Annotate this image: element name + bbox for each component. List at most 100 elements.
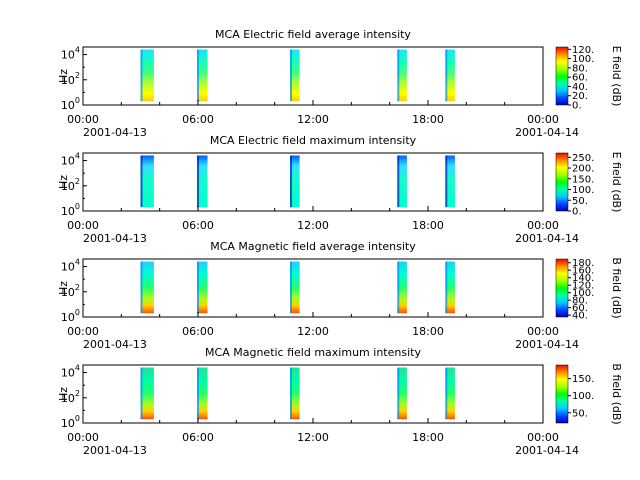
colorbar-tick-label: 250.: [572, 153, 594, 164]
x-tick-label: 00:00: [67, 113, 99, 126]
colorbar: [555, 46, 569, 106]
y-tick-label: 104: [61, 46, 80, 62]
x-tick-label: 12:00: [297, 431, 329, 444]
spectrogram-block: [140, 261, 154, 314]
y-tick-label: 102: [61, 283, 80, 299]
spectrogram-edge: [445, 155, 448, 208]
panel-e-field-average: MCA Electric field average intensity 100 1…: [57, 28, 623, 139]
x-tick-label: 18:00: [412, 113, 444, 126]
spectrogram-edge: [290, 155, 292, 208]
x-tick-label: 12:00: [297, 219, 329, 232]
spectrogram-edge: [140, 49, 143, 102]
spectrogram-block: [290, 155, 300, 208]
x-date-end: 2001-04-14: [515, 232, 579, 245]
y-tick-label: 100: [61, 96, 80, 112]
colorbar-label: B field (dB): [610, 257, 623, 318]
x-tick-label: 06:00: [182, 325, 214, 338]
x-tick-label: 00:00: [67, 431, 99, 444]
x-tick-label: 12:00: [297, 325, 329, 338]
colorbar-label: E field (dB): [610, 46, 623, 107]
spectrogram-block: [397, 261, 407, 314]
x-date-start: 2001-04-13: [83, 338, 147, 351]
colorbar-tick-label: 140.: [572, 273, 594, 284]
x-date-end: 2001-04-14: [515, 126, 579, 139]
x-tick-label: 00:00: [67, 325, 99, 338]
colorbar-tick-label: 160.: [572, 266, 594, 277]
spectrogram-block: [290, 367, 300, 420]
spectrogram-edge: [397, 261, 400, 314]
panel-e-field-maximum: MCA Electric field maximum intensity 100 1…: [57, 134, 623, 245]
y-tick-label: 102: [61, 389, 80, 405]
x-date-start: 2001-04-13: [83, 126, 147, 139]
spectrogram-block: [290, 261, 300, 314]
spectrogram-block: [140, 49, 154, 102]
y-tick-label: 100: [61, 414, 80, 430]
colorbar-tick-label: 20.: [572, 91, 588, 102]
y-tick-label: 100: [61, 308, 80, 324]
spectrogram-edge: [397, 367, 400, 420]
y-tick-label: 100: [61, 202, 80, 218]
panel-title: MCA Electric field maximum intensity: [210, 134, 417, 147]
x-tick-label: 06:00: [182, 113, 214, 126]
spectrogram-edge: [140, 155, 143, 208]
x-date-end: 2001-04-14: [515, 444, 579, 457]
x-date-start: 2001-04-13: [83, 232, 147, 245]
spectrogram-edge: [197, 49, 199, 102]
spectrogram-block: [397, 49, 407, 102]
spectrogram-edge: [197, 261, 199, 314]
spectrogram-block: [290, 49, 300, 102]
spectrogram-block: [445, 49, 455, 102]
spectrogram-block: [140, 367, 154, 420]
spectrogram-edge: [397, 49, 400, 102]
panel-b-field-maximum: MCA Magnetic field maximum intensity 100 1…: [57, 346, 623, 457]
spectrogram-edge: [290, 367, 292, 420]
x-tick-label: 12:00: [297, 113, 329, 126]
colorbar: [555, 364, 569, 424]
colorbar-tick-label: 120.: [572, 45, 594, 56]
colorbar-tick-label: 40.: [572, 82, 588, 93]
spectrogram-block: [197, 155, 208, 208]
spectrogram-block: [397, 155, 407, 208]
x-tick-label: 00:00: [527, 431, 559, 444]
colorbar-tick-label: 120.: [572, 281, 594, 292]
colorbar-tick-label: 80.: [572, 296, 588, 307]
colorbar-tick-label: 80.: [572, 63, 588, 74]
colorbar-tick-label: 100.: [572, 185, 594, 196]
spectrogram-edge: [445, 261, 448, 314]
colorbar: [555, 152, 569, 212]
colorbar-tick-label: 60.: [572, 303, 588, 314]
colorbar-tick-label: 60.: [572, 73, 588, 84]
colorbar-tick-label: 150.: [572, 174, 594, 185]
spectrogram-block: [140, 155, 154, 208]
spectrogram-edge: [197, 367, 199, 420]
colorbar-label: B field (dB): [610, 363, 623, 424]
spectrogram-edge: [140, 367, 143, 420]
panel-title: MCA Magnetic field maximum intensity: [205, 346, 421, 359]
x-tick-label: 18:00: [412, 219, 444, 232]
colorbar-tick-label: 0.: [572, 207, 582, 218]
y-axis-label: Hz: [57, 175, 70, 189]
spectrogram-edge: [290, 49, 292, 102]
colorbar-tick-label: 0.: [572, 101, 582, 112]
x-tick-label: 00:00: [527, 219, 559, 232]
spectrogram-edge: [445, 367, 448, 420]
spectrogram-edge: [140, 261, 143, 314]
colorbar-tick-label: 50.: [572, 408, 588, 419]
colorbar-tick-label: 150.: [572, 374, 594, 385]
panel-title: MCA Electric field average intensity: [215, 28, 411, 41]
x-tick-label: 00:00: [527, 113, 559, 126]
x-tick-label: 06:00: [182, 219, 214, 232]
colorbar-tick-label: 100.: [572, 391, 594, 402]
colorbar-tick-label: 180.: [572, 258, 594, 269]
spectrogram-edge: [197, 155, 199, 208]
panel-title: MCA Magnetic field average intensity: [210, 240, 416, 253]
y-tick-label: 104: [61, 258, 80, 274]
colorbar-tick-label: 200.: [572, 164, 594, 175]
spectrogram-block: [197, 49, 208, 102]
spectrogram-block: [197, 261, 208, 314]
x-tick-label: 18:00: [412, 325, 444, 338]
spectrogram-block: [397, 367, 407, 420]
x-tick-label: 06:00: [182, 431, 214, 444]
colorbar-tick-label: 40.: [572, 311, 588, 322]
